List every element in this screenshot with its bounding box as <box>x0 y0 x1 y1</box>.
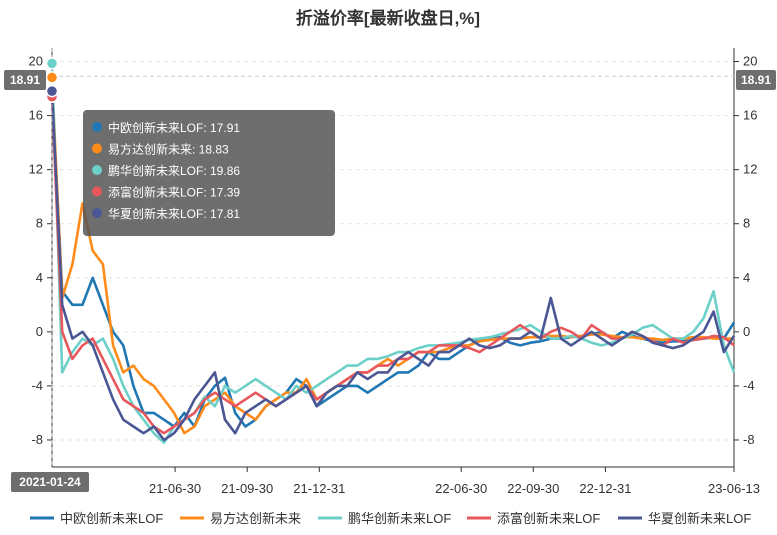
y-tick-label: -4 <box>743 378 755 393</box>
y-tick-label: 16 <box>29 108 43 123</box>
y-tick-label: 12 <box>29 162 43 177</box>
legend-label: 中欧创新未来LOF <box>60 511 163 526</box>
x-tick-label: 22-12-31 <box>579 481 631 496</box>
tooltip-swatch <box>92 208 102 218</box>
y-cursor-badge-left: 18.91 <box>4 70 46 90</box>
x-cursor-badge: 2021-01-24 <box>11 472 89 492</box>
x-cursor-date: 2021-01-24 <box>19 475 81 489</box>
tooltip-swatch <box>92 122 102 132</box>
series-line <box>50 91 736 442</box>
y-cursor-value-left: 18.91 <box>10 73 40 87</box>
x-tick-label: 22-09-30 <box>507 481 559 496</box>
y-tick-label: -8 <box>31 432 43 447</box>
x-tick-label: 21-06-30 <box>149 481 201 496</box>
series-lines <box>50 63 736 445</box>
x-tick-label: 21-12-31 <box>293 481 345 496</box>
legend-label: 易方达创新未来 <box>210 511 301 526</box>
tooltip-swatch <box>92 186 102 197</box>
cursor-point <box>45 71 59 84</box>
y-tick-label: 8 <box>36 216 43 231</box>
tooltip-entry: 华夏创新未来LOF: 17.81 <box>108 206 240 221</box>
cursor-point <box>45 84 59 98</box>
x-tick-label: 23-06-13 <box>708 481 760 496</box>
tooltip-entry: 添富创新未来LOF: 17.39 <box>108 185 240 200</box>
y-tick-label: 0 <box>36 324 43 339</box>
cursor-point <box>45 57 59 70</box>
y-tick-label: 4 <box>36 270 43 285</box>
y-cursor-value-right: 18.91 <box>741 73 771 87</box>
y-tick-label: 16 <box>743 108 757 123</box>
tooltip-swatch <box>92 143 102 154</box>
tooltip-entry: 中欧创新未来LOF: 17.91 <box>108 120 240 135</box>
x-tick-label: 21-09-30 <box>221 481 273 496</box>
y-tick-label: 8 <box>743 216 750 231</box>
y-axis-left-ticks: -8 -4 0 4 8 12 16 20 <box>29 54 52 447</box>
chart-title: 折溢价率[最新收盘日,%] <box>296 8 480 28</box>
y-tick-label: -8 <box>743 432 755 447</box>
tooltip: 中欧创新未来LOF: 17.91 易方达创新未来: 18.83 鹏华创新未来LOF:… <box>83 110 335 236</box>
legend-label: 鹏华创新未来LOF <box>348 511 451 526</box>
y-tick-label: 20 <box>743 54 757 69</box>
tooltip-entry: 易方达创新未来: 18.83 <box>108 142 229 157</box>
x-tick-label: 22-06-30 <box>435 481 487 496</box>
x-axis-ticks: 21-06-30 21-09-30 21-12-31 22-06-30 22-09-30… <box>149 467 760 496</box>
y-tick-label: 0 <box>743 324 750 339</box>
cursor-markers <box>45 57 59 104</box>
tooltip-swatch <box>92 165 102 175</box>
series-line <box>50 89 736 428</box>
y-cursor-badge-right: 18.91 <box>736 70 776 90</box>
legend-label: 华夏创新未来LOF <box>648 511 751 526</box>
legend: 中欧创新未来LOF 易方达创新未来 鹏华创新未来LOF 添富创新未来LOF 华夏创新未来… <box>30 511 751 526</box>
y-tick-label: 4 <box>743 270 750 285</box>
tooltip-entry: 鹏华创新未来LOF: 19.86 <box>108 163 240 178</box>
y-tick-label: 12 <box>743 162 757 177</box>
y-tick-label: -4 <box>31 378 43 393</box>
legend-label: 添富创新未来LOF <box>497 511 600 526</box>
y-tick-label: 20 <box>29 54 43 69</box>
y-axis-right-ticks: -8 -4 0 4 8 12 16 20 <box>734 54 757 447</box>
